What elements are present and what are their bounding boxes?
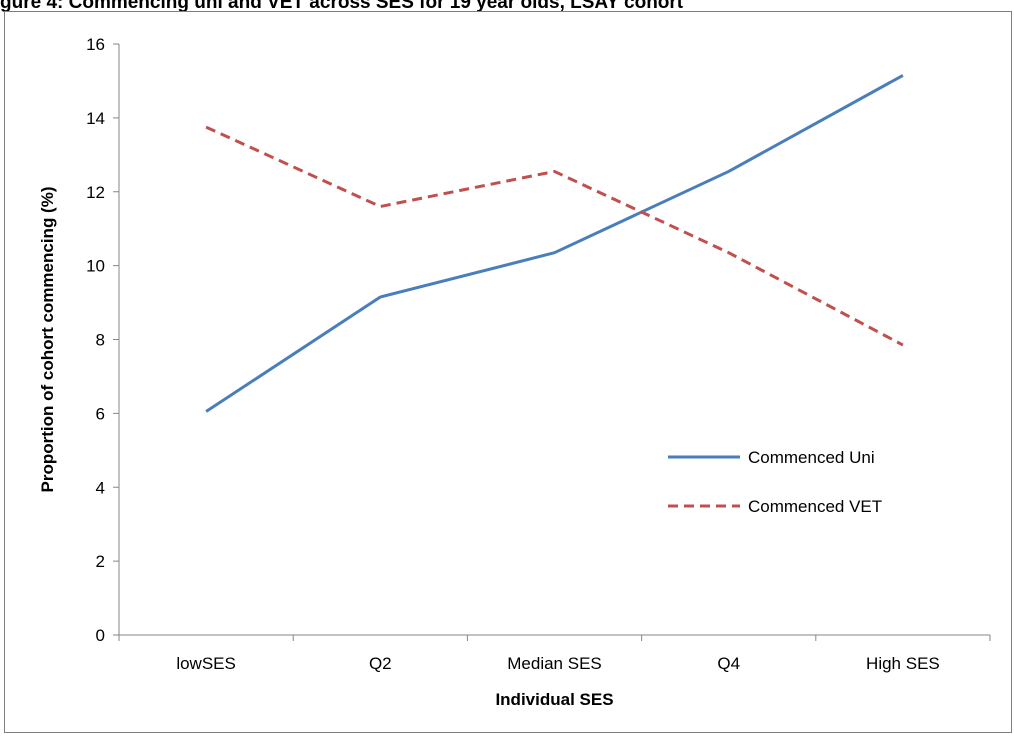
y-axis-title: Proportion of cohort commencing (%)	[38, 187, 57, 493]
legend-label-commenced-uni: Commenced Uni	[748, 448, 875, 467]
figure-title: gure 4: Commencing uni and VET across SE…	[0, 0, 684, 13]
y-tick-label: 8	[96, 331, 105, 350]
y-tick-label: 2	[96, 552, 105, 571]
y-tick-label: 12	[86, 183, 105, 202]
y-tick-label: 0	[96, 626, 105, 645]
x-tick-label: Median SES	[507, 654, 602, 673]
x-tick-label: Q2	[369, 654, 392, 673]
x-tick-labels: lowSES Q2 Median SES Q4 High SES	[176, 654, 939, 673]
y-tick-label: 6	[96, 404, 105, 423]
chart-frame: 0 2 4 6 8 10 12 14 16 lowSES Q2 Median SES Q4 High S…	[4, 11, 1012, 733]
series-line-commenced-vet	[205, 125, 904, 347]
x-tick-label: High SES	[866, 654, 940, 673]
y-tick-label: 14	[86, 109, 105, 128]
series-lines	[205, 74, 904, 413]
y-tick-labels: 0 2 4 6 8 10 12 14 16	[86, 35, 105, 645]
chart-axes	[113, 43, 991, 641]
line-chart: 0 2 4 6 8 10 12 14 16 lowSES Q2 Median SES Q4 High S…	[38, 35, 991, 709]
y-tick-label: 4	[96, 478, 105, 497]
series-line-commenced-uni	[205, 74, 904, 413]
y-tick-label: 16	[86, 35, 105, 54]
x-tick-label: Q4	[717, 654, 740, 673]
y-tick-label: 10	[86, 257, 105, 276]
x-axis-title: Individual SES	[495, 690, 613, 709]
legend: Commenced Uni Commenced VET	[668, 448, 882, 516]
legend-label-commenced-vet: Commenced VET	[748, 497, 882, 516]
x-tick-label: lowSES	[176, 654, 236, 673]
